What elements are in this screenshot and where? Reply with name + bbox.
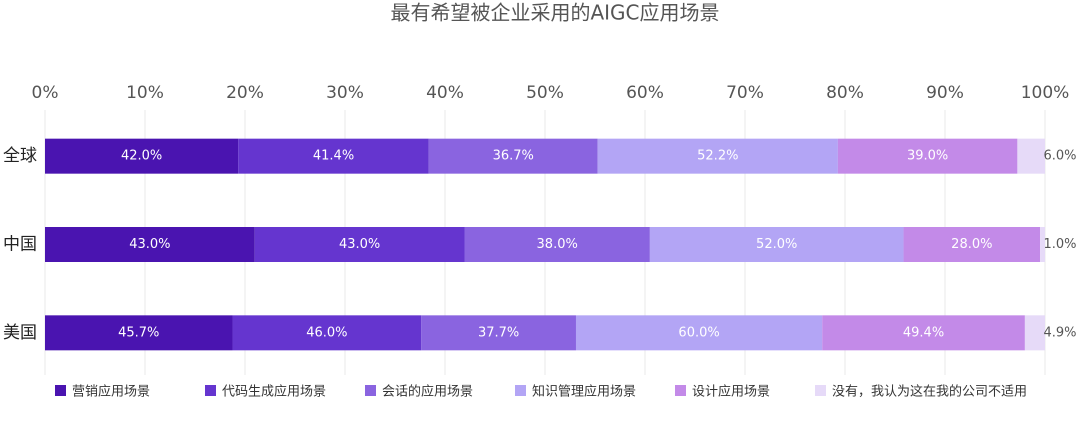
legend-swatch — [815, 385, 826, 396]
chart-title: 最有希望被企业采用的AIGC应用场景 — [390, 1, 719, 25]
value-label: 41.4% — [313, 149, 354, 164]
value-label: 46.0% — [306, 325, 347, 340]
bar-segment — [597, 138, 838, 174]
value-label: 37.7% — [478, 325, 519, 340]
value-label: 28.0% — [951, 237, 992, 252]
bar-segment — [428, 138, 598, 174]
bar-segment — [837, 138, 1018, 174]
y-tick-label: 中国 — [3, 235, 37, 255]
x-tick-label: 0% — [32, 83, 59, 103]
bar-segment — [45, 227, 255, 262]
bar-segment — [45, 138, 239, 174]
bar-segment — [822, 315, 1025, 351]
value-label: 6.0% — [1043, 149, 1076, 164]
bar-segment — [575, 315, 823, 351]
x-tick-label: 100% — [1021, 83, 1070, 103]
x-tick-label: 30% — [326, 83, 364, 103]
x-tick-label: 50% — [526, 83, 564, 103]
value-label: 49.4% — [903, 325, 944, 340]
y-tick-label: 全球 — [3, 146, 37, 166]
x-tick-label: 70% — [726, 83, 764, 103]
value-label: 43.0% — [129, 237, 170, 252]
legend-swatch — [55, 385, 66, 396]
legend-swatch — [675, 385, 686, 396]
x-tick-label: 10% — [126, 83, 164, 103]
bar-segment — [254, 227, 465, 262]
value-label: 4.9% — [1043, 325, 1076, 340]
y-tick-label: 美国 — [3, 323, 37, 343]
legend-label: 代码生成应用场景 — [222, 384, 326, 400]
legend-swatch — [365, 385, 376, 396]
bar-segment — [1040, 227, 1045, 262]
bar-segment — [232, 315, 422, 351]
value-label: 42.0% — [121, 149, 162, 164]
x-tick-label: 80% — [826, 83, 864, 103]
value-label: 52.2% — [697, 149, 738, 164]
value-label: 45.7% — [118, 325, 159, 340]
x-tick-label: 90% — [926, 83, 964, 103]
value-label: 60.0% — [678, 325, 719, 340]
bar-segment — [649, 227, 904, 262]
bar-segment — [903, 227, 1041, 262]
bar-segment — [421, 315, 576, 351]
x-tick-label: 20% — [226, 83, 264, 103]
bar-segment — [238, 138, 429, 174]
legend-swatch — [205, 385, 216, 396]
value-label: 52.0% — [756, 237, 797, 252]
value-label: 38.0% — [537, 237, 578, 252]
x-tick-label: 40% — [426, 83, 464, 103]
legend-label: 营销应用场景 — [72, 384, 150, 400]
bar-segment — [45, 315, 233, 351]
value-label: 39.0% — [907, 149, 948, 164]
bar-segment — [464, 227, 650, 262]
value-label: 36.7% — [493, 149, 534, 164]
bar-segment — [1024, 315, 1045, 351]
legend-label: 设计应用场景 — [692, 384, 770, 400]
x-tick-label: 60% — [626, 83, 664, 103]
legend-label: 会话的应用场景 — [382, 384, 473, 400]
legend-label: 知识管理应用场景 — [532, 384, 636, 400]
bar-segment — [1017, 138, 1045, 174]
legend-swatch — [515, 385, 526, 396]
value-label: 1.0% — [1043, 237, 1076, 252]
value-label: 43.0% — [339, 237, 380, 252]
legend-label: 没有，我认为这在我的公司不适用 — [832, 384, 1027, 400]
